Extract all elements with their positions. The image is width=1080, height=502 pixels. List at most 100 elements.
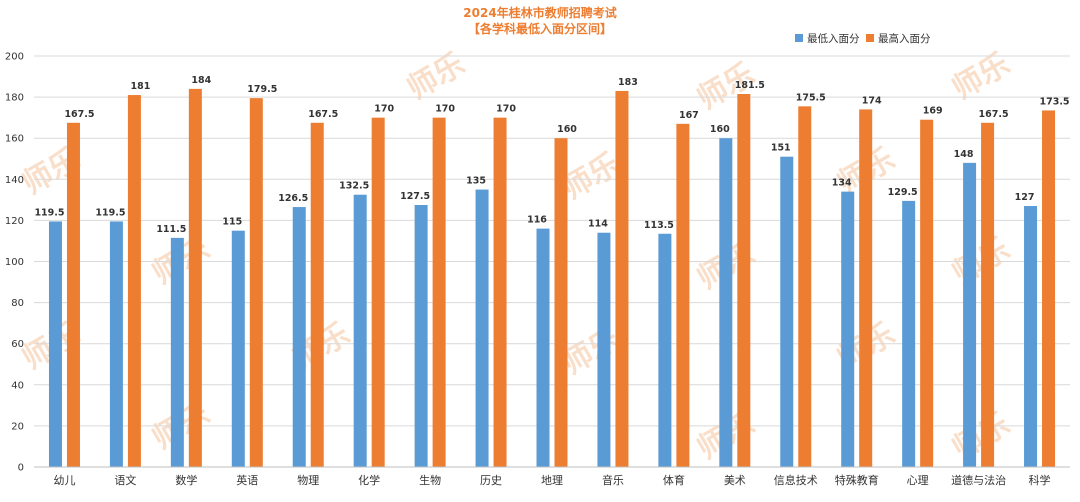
- y-tick-label: 40: [11, 380, 24, 391]
- bar-max-score: [433, 118, 446, 467]
- y-tick-label: 20: [11, 421, 24, 432]
- data-label: 174: [862, 95, 882, 106]
- y-tick-label: 100: [5, 257, 24, 268]
- data-label: 113.5: [644, 220, 674, 231]
- x-tick-label: 心理: [907, 474, 929, 487]
- y-tick-label: 180: [5, 93, 24, 104]
- bar-max-score: [311, 123, 324, 467]
- bar-min-score: [415, 205, 428, 467]
- data-label: 119.5: [95, 207, 125, 218]
- y-tick-label: 140: [5, 175, 24, 186]
- y-tick-label: 60: [11, 339, 24, 350]
- bars: 119.5 167.5 119.5 181 111.5 184 115 179.5 126.5 1…: [34, 75, 1069, 467]
- data-label: 181: [130, 81, 150, 92]
- data-label: 175.5: [796, 92, 826, 103]
- y-tick-label: 200: [5, 52, 24, 63]
- bar-min-score: [354, 195, 367, 467]
- y-axis: 0 20 40 60 80 100 120 140 160 180 200: [5, 52, 24, 474]
- x-tick-label: 英语: [236, 473, 258, 487]
- x-tick-label: 物理: [297, 473, 319, 487]
- legend-swatch-max: [866, 34, 874, 42]
- x-tick-label: 地理: [541, 474, 563, 487]
- bar-min-score: [902, 201, 915, 467]
- bar-min-score: [49, 221, 62, 467]
- bar-min-score: [293, 207, 306, 467]
- data-label: 148: [954, 149, 974, 160]
- data-label: 111.5: [156, 224, 186, 235]
- x-tick-label: 幼儿: [53, 474, 75, 487]
- bar-min-score: [476, 190, 489, 467]
- bar-max-score: [494, 118, 507, 467]
- y-tick-label: 120: [5, 216, 24, 227]
- data-label: 179.5: [247, 84, 277, 95]
- data-label: 170: [496, 104, 516, 115]
- bar-max-score: [128, 95, 141, 467]
- data-label: 170: [435, 104, 455, 115]
- bar-max-score: [798, 106, 811, 467]
- x-tick-label: 信息技术: [774, 473, 818, 487]
- data-label: 127: [1015, 192, 1035, 203]
- data-label: 167.5: [308, 109, 338, 120]
- x-tick-label: 语文: [114, 473, 136, 487]
- x-tick-label: 体育: [663, 473, 685, 487]
- legend: 最低入面分 最高入面分: [795, 32, 931, 45]
- bar-min-score: [841, 192, 854, 467]
- y-tick-label: 0: [18, 463, 24, 474]
- data-label: 126.5: [278, 193, 308, 204]
- data-label: 127.5: [400, 191, 430, 202]
- bar-min-score: [780, 157, 793, 467]
- data-label: 167.5: [979, 109, 1009, 120]
- x-tick-label: 特殊教育: [835, 473, 879, 487]
- x-tick-label: 道德与法治: [951, 473, 1006, 487]
- data-label: 119.5: [34, 207, 64, 218]
- data-label: 160: [710, 124, 730, 135]
- bar-max-score: [615, 91, 628, 467]
- legend-label-min: 最低入面分: [807, 32, 860, 45]
- bar-max-score: [859, 109, 872, 467]
- bar-min-score: [171, 238, 184, 467]
- x-axis: 幼儿 语文 数学 英语 物理 化学 生物 历史 地理 音乐 体育 美术 信息技术 特殊教育 心理 道德与法治 科…: [34, 467, 1070, 487]
- x-tick-label: 化学: [358, 473, 380, 487]
- bar-max-score: [67, 123, 80, 467]
- bar-min-score: [1024, 206, 1037, 467]
- bar-max-score: [189, 89, 202, 467]
- legend-swatch-min: [795, 34, 803, 42]
- bar-min-score: [719, 138, 732, 467]
- data-label: 170: [374, 104, 394, 115]
- data-label: 183: [618, 77, 638, 88]
- x-tick-label: 科学: [1029, 473, 1051, 487]
- bar-max-score: [981, 123, 994, 467]
- bar-max-score: [737, 94, 750, 467]
- data-label: 132.5: [339, 181, 369, 192]
- bar-max-score: [676, 124, 689, 467]
- bar-max-score: [250, 98, 263, 467]
- bar-min-score: [232, 231, 245, 467]
- y-tick-label: 80: [11, 298, 24, 309]
- data-label: 151: [771, 143, 791, 154]
- data-label: 169: [923, 106, 943, 117]
- bar-min-score: [597, 233, 610, 467]
- x-tick-label: 音乐: [602, 473, 624, 487]
- data-label: 181.5: [735, 80, 765, 91]
- x-tick-label: 美术: [724, 474, 746, 487]
- bar-min-score: [110, 221, 123, 467]
- x-tick-label: 历史: [480, 474, 502, 487]
- x-tick-label: 数学: [175, 473, 197, 487]
- chart-title: 2024年桂林市教师招聘考试: [463, 5, 616, 20]
- bar-min-score: [537, 229, 550, 467]
- data-label: 116: [527, 215, 547, 226]
- bar-min-score: [658, 234, 671, 467]
- data-label: 184: [191, 75, 211, 86]
- data-label: 167: [679, 110, 699, 121]
- data-label: 114: [588, 219, 608, 230]
- legend-label-max: 最高入面分: [878, 32, 931, 45]
- bar-max-score: [555, 138, 568, 467]
- data-label: 135: [466, 176, 486, 187]
- data-label: 129.5: [888, 187, 918, 198]
- data-label: 173.5: [1039, 96, 1069, 107]
- chart-subtitle: 【各学科最低入面分区间】: [468, 21, 612, 36]
- data-label: 134: [832, 178, 852, 189]
- data-label: 115: [222, 217, 242, 228]
- bar-max-score: [920, 120, 933, 467]
